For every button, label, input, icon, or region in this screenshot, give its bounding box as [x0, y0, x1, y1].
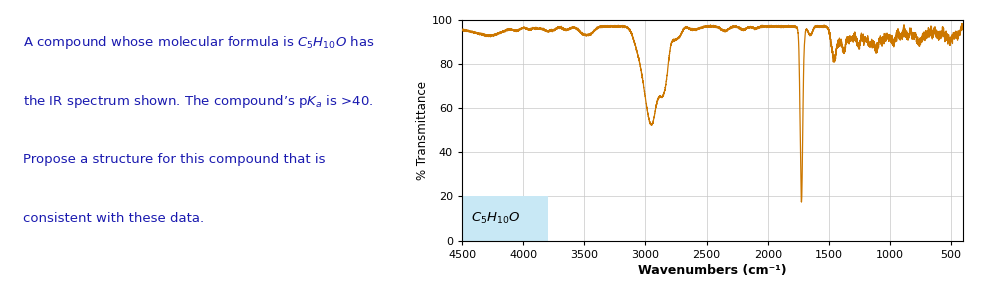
Y-axis label: % Transmittance: % Transmittance — [416, 81, 430, 180]
FancyBboxPatch shape — [462, 196, 548, 241]
Text: $C_5H_{10}O$: $C_5H_{10}O$ — [471, 211, 520, 226]
Text: A compound whose molecular formula is $C_5H_{10}O$ has: A compound whose molecular formula is $C… — [23, 34, 374, 51]
Text: the IR spectrum shown. The compound’s p$K_a$ is >40.: the IR spectrum shown. The compound’s p$… — [23, 93, 373, 110]
Text: consistent with these data.: consistent with these data. — [23, 212, 203, 225]
X-axis label: Wavenumbers (cm⁻¹): Wavenumbers (cm⁻¹) — [638, 264, 787, 277]
Text: Propose a structure for this compound that is: Propose a structure for this compound th… — [23, 153, 325, 166]
